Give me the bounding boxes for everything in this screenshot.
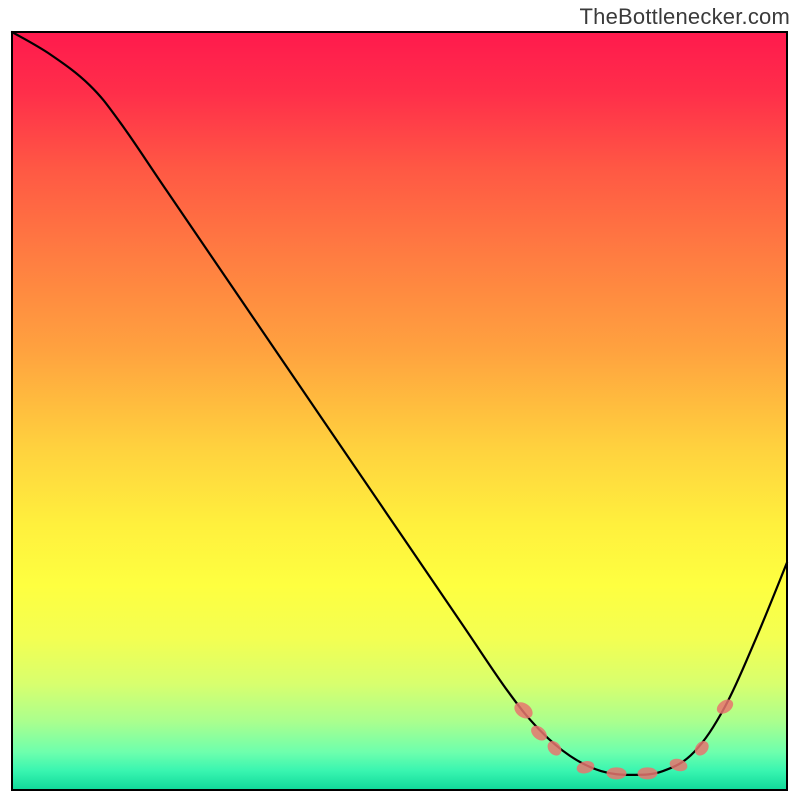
chart-background [12,32,787,790]
curve-marker [638,767,658,779]
curve-marker [607,767,627,779]
watermark-text: TheBottlenecker.com [580,4,790,30]
bottleneck-chart [0,0,800,800]
